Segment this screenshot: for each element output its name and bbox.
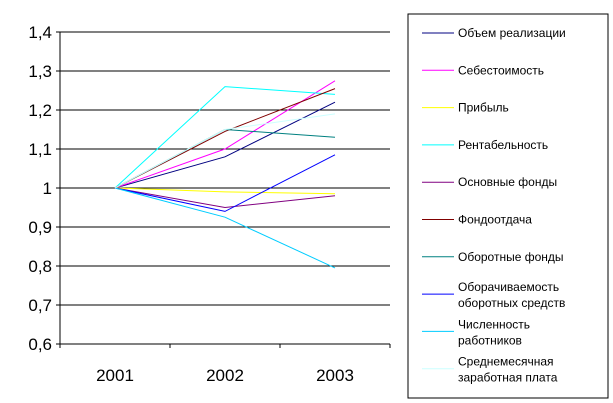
legend-label: Оборачиваемость — [458, 280, 559, 294]
series-line — [114, 187, 336, 209]
series-line — [114, 187, 336, 269]
series-line — [114, 113, 336, 189]
series-line — [114, 88, 336, 189]
y-tick-label: 0,6 — [28, 335, 52, 354]
y-tick-label: 0,8 — [28, 257, 52, 276]
y-tick-label: 0,7 — [28, 296, 52, 315]
series-lines — [114, 80, 336, 269]
x-tick-label: 2002 — [206, 366, 244, 385]
y-tick-label: 1,3 — [28, 62, 52, 81]
series-line — [114, 154, 336, 212]
series-line — [114, 101, 336, 189]
legend-label: Объем реализации — [458, 26, 566, 40]
legend-label: Среднемесячная — [458, 355, 554, 369]
y-tick-label: 1,2 — [28, 101, 52, 120]
legend-label: оборотных средств — [458, 296, 565, 310]
x-tick-label: 2003 — [316, 366, 354, 385]
legend-box — [407, 13, 609, 399]
axes — [56, 31, 391, 348]
y-tick-label: 1,4 — [28, 23, 52, 42]
y-tick-label: 0,9 — [28, 218, 52, 237]
series-line — [114, 80, 336, 189]
legend-label: Рентабельность — [458, 138, 548, 152]
y-tick-labels: 0,6 0,7 0,8 0,9 1 1,1 1,2 1,3 1,4 — [28, 23, 52, 354]
legend-label: Оборотные фонды — [458, 250, 564, 264]
legend: Объем реализации Себестоимость Прибыль Рент… — [407, 13, 609, 399]
legend-label: заработная плата — [458, 371, 558, 385]
x-tick-labels: 2001 2002 2003 — [96, 366, 354, 385]
y-tick-label: 1,1 — [28, 140, 52, 159]
legend-label: Фондоотдача — [458, 213, 532, 227]
x-tick-label: 2001 — [96, 366, 134, 385]
legend-label: работников — [458, 333, 522, 347]
legend-label: Прибыль — [458, 101, 509, 115]
y-tick-label: 1 — [43, 179, 52, 198]
series-line — [114, 86, 336, 189]
legend-label: Численность — [458, 317, 530, 331]
series-line — [114, 187, 336, 195]
legend-label: Основные фонды — [458, 175, 557, 189]
legend-label: Себестоимость — [458, 63, 544, 77]
